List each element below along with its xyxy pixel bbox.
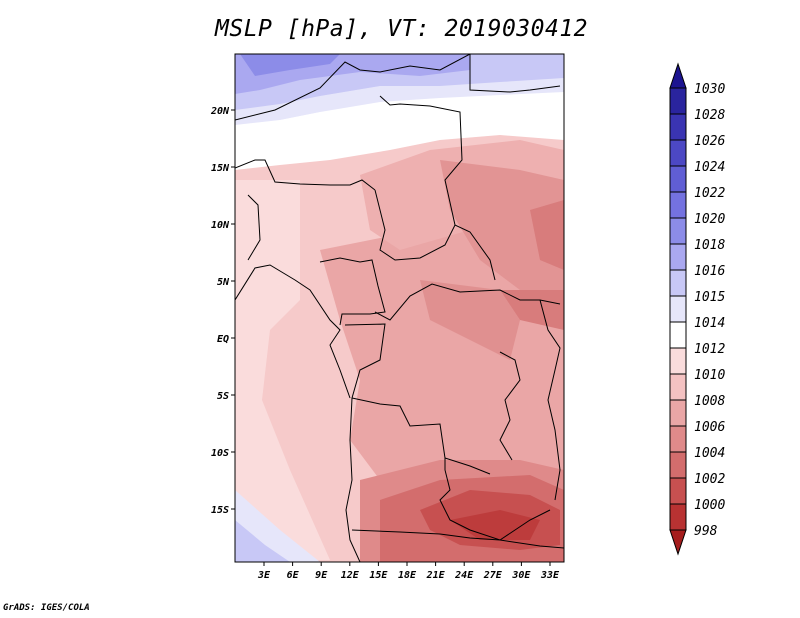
colorbar-swatch	[669, 87, 687, 115]
lat-tick-label: 15S	[211, 505, 229, 516]
lon-tick-label: 18E	[398, 570, 417, 581]
colorbar-level-label: 1024	[694, 160, 725, 175]
border-east-rift	[499, 351, 521, 461]
lon-tick-label: 27E	[483, 570, 503, 581]
colorbar-swatch	[669, 165, 687, 193]
colorbar-swatch	[669, 399, 687, 427]
lat-tick-label: 10N	[211, 220, 230, 231]
border-sahel	[235, 159, 376, 191]
lat-tick-label: 20N	[210, 106, 230, 117]
field-1018	[240, 54, 340, 76]
border-north	[235, 54, 471, 121]
border-drc-south	[344, 323, 491, 475]
lon-tick-label: 3E	[257, 570, 271, 581]
lon-tick-label: 33E	[540, 570, 560, 581]
latitude-axis: 20N 15N 10N 5N EQ 5S 10S 15S	[210, 106, 235, 516]
border-east-coast	[539, 299, 561, 501]
border-cameroon	[319, 257, 386, 326]
colorbar-level-label: 1010	[694, 368, 725, 383]
colorbar-swatch	[669, 373, 687, 401]
border-southern	[351, 529, 564, 549]
border-west-small	[247, 194, 261, 261]
colorbar-level-label: 998	[694, 524, 718, 539]
field-east-1004	[530, 200, 564, 270]
lon-tick-label: 15E	[369, 570, 388, 581]
longitude-axis: 3E 6E 9E 12E 15E 18E 21E 24E 27E 30E 33E	[257, 562, 560, 581]
grads-credit: GrADS: IGES/COLA	[3, 603, 90, 613]
colorbar-level-label: 1016	[694, 264, 725, 279]
coastline-gulf	[235, 264, 351, 399]
colorbar-swatch	[669, 425, 687, 453]
lat-tick-label: EQ	[217, 334, 229, 345]
lat-tick-label: 15N	[211, 163, 230, 174]
colorbar-swatch	[669, 451, 687, 479]
colorbar-swatch	[669, 477, 687, 505]
colorbar-level-label: 1030	[694, 82, 725, 97]
colorbar-level-label: 1015	[694, 290, 725, 305]
lon-tick-label: 6E	[287, 570, 300, 581]
colorbar-swatch	[669, 139, 687, 167]
colorbar-top-arrow	[669, 62, 687, 89]
colorbar-swatch	[669, 217, 687, 245]
map-title: MSLP [hPa], VT: 2019030412	[215, 16, 589, 42]
field-1000	[450, 510, 540, 540]
colorbar-swatch	[669, 503, 687, 531]
colorbar-level-label: 1020	[694, 212, 725, 227]
field-sw-1015	[235, 520, 290, 562]
colorbar-swatch	[669, 243, 687, 271]
colorbar: 1030 1028 1026 1024 1022 1020 1018 1016 1015 1014…	[669, 62, 725, 556]
colorbar-swatch	[669, 269, 687, 297]
border-egypt	[469, 54, 561, 93]
colorbar-swatch	[669, 347, 687, 375]
field-ocean-1012	[235, 180, 330, 562]
lon-tick-label: 21E	[426, 570, 446, 581]
lat-tick-label: 5N	[217, 277, 230, 288]
border-congo-north	[374, 283, 561, 321]
lon-tick-label: 30E	[511, 570, 531, 581]
colorbar-swatch	[669, 295, 687, 323]
field-lakes-1004	[500, 290, 564, 330]
lon-tick-label: 24E	[454, 570, 474, 581]
colorbar-level-label: 1018	[694, 238, 725, 253]
field-east-1006	[440, 160, 564, 290]
lat-tick-label: 5S	[217, 391, 229, 402]
lon-tick-label: 12E	[341, 570, 360, 581]
colorbar-level-label: 1014	[694, 316, 725, 331]
colorbar-swatch	[669, 321, 687, 349]
colorbar-level-label: 1008	[694, 394, 725, 409]
border-car	[374, 189, 496, 281]
colorbar-swatch	[669, 113, 687, 141]
border-zambia	[439, 458, 551, 541]
colorbar-bottom-arrow	[669, 529, 687, 556]
colorbar-level-label: 1002	[694, 472, 725, 487]
colorbar-level-label: 1006	[694, 420, 725, 435]
border-angola-west	[345, 397, 361, 562]
colorbar-level-label: 1012	[694, 342, 725, 357]
lon-tick-label: 9E	[315, 570, 328, 581]
colorbar-level-label: 1026	[694, 134, 725, 149]
field-1014	[235, 72, 564, 125]
border-chad-east	[379, 95, 463, 226]
field-congo-1006	[420, 280, 520, 360]
colorbar-level-label: 1028	[694, 108, 725, 123]
lat-tick-label: 10S	[211, 448, 229, 459]
colorbar-level-label: 1000	[694, 498, 725, 513]
field-north-1012	[235, 86, 564, 170]
map-frame	[234, 53, 565, 563]
country-borders	[235, 54, 564, 562]
colorbar-level-label: 1022	[694, 186, 725, 201]
colorbar-swatch	[669, 191, 687, 219]
colorbar-level-label: 1004	[694, 446, 725, 461]
